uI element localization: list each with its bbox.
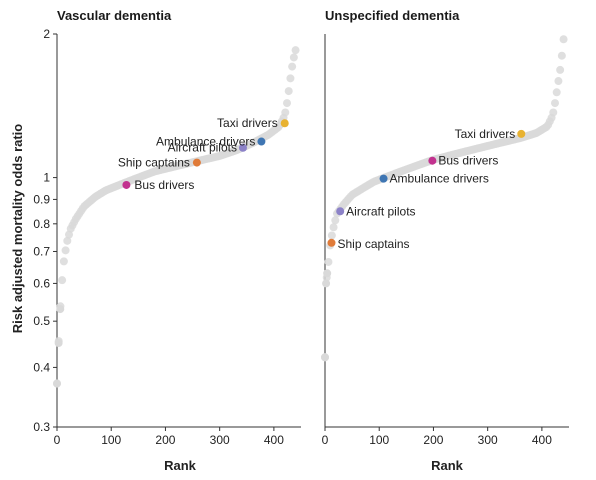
x-tick-label: 100 [369, 433, 389, 447]
highlight-label: Bus drivers [134, 178, 194, 192]
data-point [331, 216, 340, 225]
x-axis-title: Rank [431, 458, 464, 473]
x-tick-label: 300 [478, 433, 498, 447]
highlight-point [238, 143, 247, 152]
data-point [59, 257, 68, 266]
background-points [321, 35, 568, 362]
data-point [322, 279, 331, 288]
data-point [329, 223, 338, 232]
data-point [550, 99, 559, 108]
highlight-point [192, 158, 201, 167]
data-point [289, 53, 298, 62]
data-point [288, 62, 297, 71]
x-tick-label: 200 [423, 433, 443, 447]
highlight-label: Aircraft pilots [168, 141, 237, 155]
panel-title: Unspecified dementia [325, 8, 460, 23]
x-tick-label: 400 [532, 433, 552, 447]
highlight-point [257, 137, 266, 146]
y-tick-label: 0.7 [33, 244, 50, 258]
data-point [63, 236, 72, 245]
y-tick-label: 1 [43, 171, 50, 185]
highlight-point [336, 207, 345, 216]
data-point [554, 77, 563, 86]
highlight-label: Aircraft pilots [346, 204, 415, 218]
highlight-label: Ship captains [338, 237, 410, 251]
y-tick-label: 0.5 [33, 314, 50, 328]
panel-2: Unspecified dementia 0 100 200 300 400 Ship ca… [321, 8, 569, 473]
panel-1: Vascular dementia 0 100 200 300 400 0.3 0.4 0.5 0… [10, 8, 301, 473]
highlight-label: Ambulance drivers [156, 135, 255, 149]
panel-title: Vascular dementia [57, 8, 172, 23]
highlight-point [379, 174, 388, 183]
background-points [53, 46, 300, 388]
data-point [557, 51, 566, 60]
data-point [321, 353, 329, 362]
data-point [556, 65, 565, 74]
highlight-point [517, 129, 526, 138]
data-point [286, 74, 295, 83]
data-point [281, 108, 290, 117]
highlight-label: Ship captains [118, 156, 190, 170]
highlight-point [280, 119, 289, 128]
data-point [54, 339, 63, 348]
highlight-label: Taxi drivers [217, 116, 278, 130]
data-point [552, 88, 561, 97]
highlight-label: Ambulance drivers [390, 172, 489, 186]
x-axis-title: Rank [164, 458, 197, 473]
data-point [61, 246, 70, 255]
data-point [324, 257, 333, 266]
x-tick-label: 300 [210, 433, 230, 447]
y-tick-label: 0.9 [33, 192, 50, 206]
highlight-point [428, 156, 437, 165]
data-point [549, 108, 558, 117]
y-tick-label: 0.8 [33, 217, 50, 231]
data-point [559, 35, 568, 44]
y-tick-label: 2 [43, 27, 50, 41]
data-point [284, 87, 293, 96]
highlight-point [122, 180, 131, 189]
data-point [291, 46, 300, 55]
data-point [56, 305, 65, 314]
y-axis-title: Risk adjusted mortality odds ratio [10, 124, 25, 334]
highlight-point [327, 238, 336, 247]
y-tick-label: 0.4 [33, 360, 50, 374]
x-tick-label: 0 [322, 433, 329, 447]
highlight-label: Bus drivers [438, 154, 498, 168]
x-tick-label: 400 [264, 433, 284, 447]
data-point [323, 269, 332, 278]
y-tick-label: 0.6 [33, 276, 50, 290]
y-tick-label: 0.3 [33, 420, 50, 434]
highlight-label: Taxi drivers [455, 127, 516, 141]
data-point [282, 99, 291, 108]
x-tick-label: 200 [155, 433, 175, 447]
data-point [327, 231, 336, 240]
x-tick-label: 100 [101, 433, 121, 447]
data-point [58, 276, 67, 285]
x-tick-label: 0 [54, 433, 61, 447]
data-point [53, 379, 61, 388]
